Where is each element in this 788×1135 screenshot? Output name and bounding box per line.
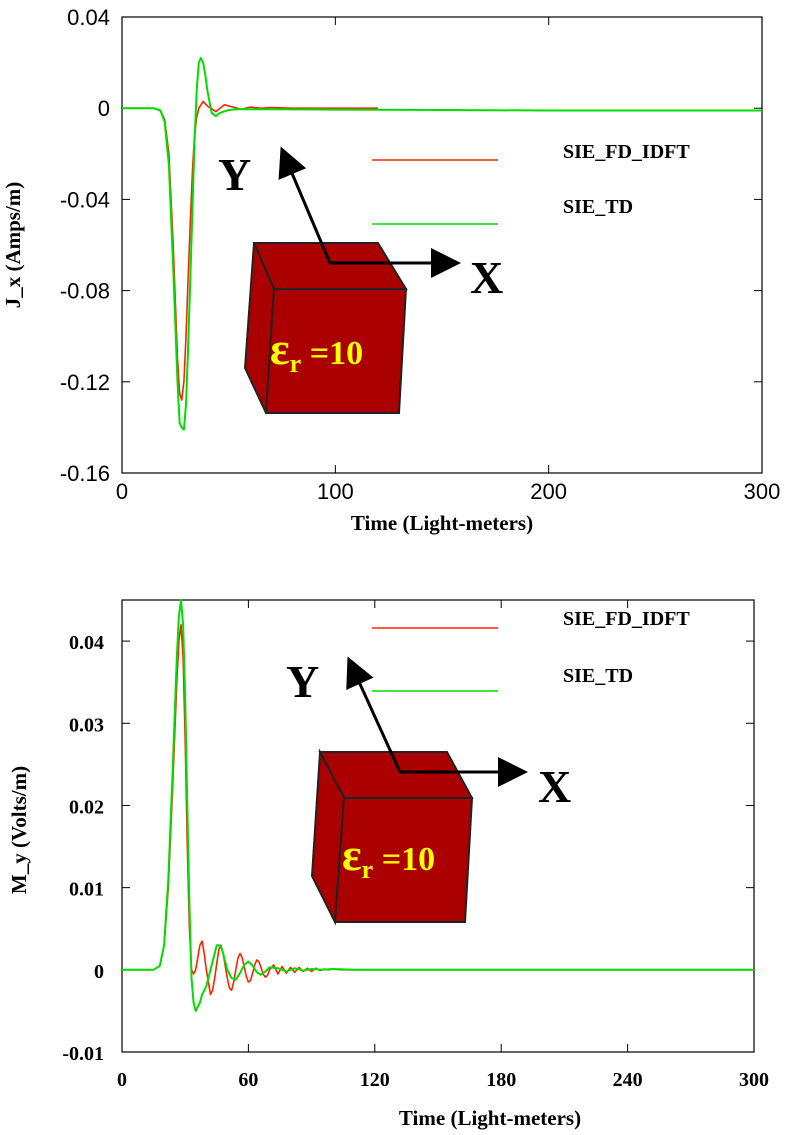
y-tick-label: 0 [98, 96, 110, 121]
x-ticks-bottom: 0 60 120 180 240 300 [117, 600, 769, 1091]
y-axis-arrow [346, 656, 402, 773]
series-line-sie-td [122, 57, 762, 431]
epsilon-subscript: r [362, 855, 374, 884]
series-line-sie-td [122, 599, 754, 1012]
series-top [122, 57, 762, 431]
chart-top: 0.04 0 -0.04 -0.08 -0.12 -0.16 0 100 200 300 Tim… [1, 5, 780, 535]
x-tick-label: 300 [744, 479, 781, 504]
y-axis-letter: Y [286, 656, 319, 707]
y-tick-label: -0.04 [60, 187, 110, 212]
y-axis-label-top: J_x (Amps/m) [1, 182, 25, 309]
cube-front-face [333, 797, 474, 923]
dielectric-cube-inset-bottom: X Y εr =10 [286, 656, 571, 926]
epsilon-symbol: ε [270, 323, 290, 374]
y-ticks-bottom: 0.04 0.03 0.02 0.01 0 -0.01 [62, 632, 754, 1065]
x-ticks-top: 0 100 200 300 [116, 17, 780, 504]
x-tick-label: 120 [360, 1069, 390, 1091]
cube-top-face [318, 751, 474, 799]
y-tick-label: -0.01 [62, 1043, 104, 1065]
permittivity-value: =10 [373, 841, 435, 878]
x-tick-label: 0 [117, 1069, 127, 1091]
y-axis-label-bottom: M_y (Volts/m) [7, 766, 31, 894]
permittivity-label: εr =10 [270, 323, 363, 378]
epsilon-symbol: ε [342, 829, 362, 880]
y-tick-label: -0.08 [60, 279, 110, 304]
dielectric-cube-inset-top: X Y εr =10 [218, 146, 503, 414]
x-tick-label: 300 [739, 1069, 769, 1091]
cube-top-face [252, 242, 408, 290]
y-tick-label: 0.03 [69, 714, 104, 736]
x-tick-label: 200 [530, 479, 567, 504]
legend-top: SIE_FD_IDFT SIE_TD [372, 141, 690, 225]
legend-label-fd-top: SIE_FD_IDFT [563, 141, 690, 163]
plot-frame-bottom [121, 599, 755, 1053]
series-bottom [122, 599, 754, 1012]
y-tick-label: 0 [94, 961, 104, 983]
y-tick-label: 0.04 [67, 5, 110, 30]
legend-bottom: SIE_FD_IDFT SIE_TD [372, 608, 690, 692]
x-axis-letter: X [470, 252, 503, 303]
x-axis-label-top: Time (Light-meters) [351, 511, 533, 535]
y-tick-label: 0.01 [69, 879, 104, 901]
y-tick-label: -0.16 [60, 461, 110, 486]
x-tick-label: 180 [486, 1069, 516, 1091]
legend-label-fd-bottom: SIE_FD_IDFT [563, 608, 690, 630]
permittivity-label: εr =10 [342, 829, 435, 884]
x-tick-label: 0 [116, 479, 128, 504]
epsilon-subscript: r [290, 349, 302, 378]
x-tick-label: 60 [238, 1069, 258, 1091]
y-axis-arrow [278, 146, 332, 264]
permittivity-value: =10 [301, 335, 363, 372]
legend-label-td-top: SIE_TD [563, 196, 633, 218]
plot-frame-top [121, 16, 763, 474]
chart-bottom: 0.04 0.03 0.02 0.01 0 -0.01 0 60 120 180 240 300 T… [7, 599, 769, 1130]
cube-front-face [264, 288, 408, 414]
legend-label-td-bottom: SIE_TD [563, 665, 633, 687]
x-tick-label: 100 [317, 479, 354, 504]
y-tick-label: -0.12 [60, 370, 110, 395]
y-tick-label: 0.04 [69, 632, 104, 654]
y-axis-letter: Y [218, 149, 251, 200]
y-ticks-top: 0.04 0 -0.04 -0.08 -0.12 -0.16 [60, 5, 762, 486]
x-axis-label-bottom: Time (Light-meters) [399, 1106, 581, 1130]
x-tick-label: 240 [613, 1069, 643, 1091]
y-tick-label: 0.02 [69, 796, 104, 818]
x-axis-letter: X [538, 761, 571, 812]
